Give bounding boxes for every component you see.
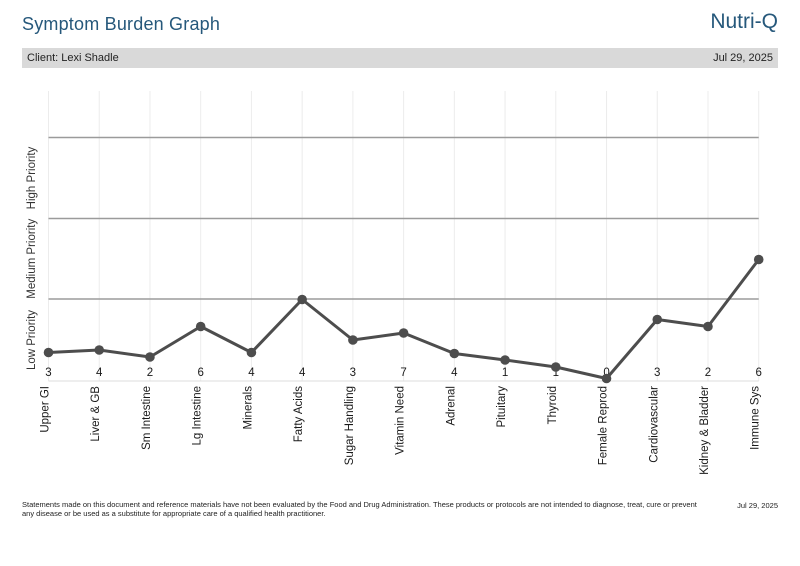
category-label: Cardiovascular bbox=[648, 386, 660, 463]
category-label: Liver & GB bbox=[90, 386, 102, 442]
symptom-value-label: 4 bbox=[299, 367, 306, 379]
symptom-value-label: 3 bbox=[654, 367, 660, 379]
symptom-burden-line-chart: 3 4 2 6 4 4 3 7 4 1 1 0 3 2 6 Upper GI Liver & GB Sm Inte… bbox=[26, 91, 764, 475]
symptom-value-label: 1 bbox=[553, 367, 559, 379]
priority-band-label: Low Priority bbox=[26, 310, 38, 370]
symptom-value-label: 6 bbox=[197, 367, 203, 379]
disclaimer-line-2: any disease or be used as a substitute f… bbox=[22, 509, 326, 519]
symptom-value-label: 7 bbox=[400, 367, 406, 379]
data-point bbox=[398, 328, 409, 338]
priority-band-label: Medium Priority bbox=[26, 219, 38, 299]
category-label: Thyroid bbox=[547, 386, 559, 424]
data-point bbox=[601, 373, 612, 384]
data-point bbox=[500, 355, 510, 365]
footer-date-label: Jul 29, 2025 bbox=[737, 501, 778, 510]
data-point bbox=[703, 321, 713, 332]
symptom-value-label: 4 bbox=[451, 367, 458, 379]
fda-disclaimer: Statements made on this document and ref… bbox=[22, 500, 732, 519]
category-label: Lg Intestine bbox=[192, 386, 204, 445]
symptom-value-label: 0 bbox=[603, 367, 609, 379]
data-point bbox=[246, 347, 257, 358]
symptom-value-label: 4 bbox=[96, 367, 103, 379]
page-title: Symptom Burden Graph bbox=[22, 14, 221, 34]
data-point bbox=[297, 294, 307, 305]
client-info-bar: Client: Lexi Shadle Jul 29, 2025 bbox=[22, 48, 778, 68]
symptom-burden-chart: 3 4 2 6 4 4 3 7 4 1 1 0 3 2 6 Upper GI Liver & GB Sm Inte… bbox=[0, 91, 800, 480]
client-name-label: Client: Lexi Shadle bbox=[27, 52, 119, 64]
category-label: Fatty Acids bbox=[293, 386, 305, 442]
category-label: Immune Sys bbox=[750, 386, 762, 450]
data-point bbox=[652, 314, 663, 325]
report-date-label: Jul 29, 2025 bbox=[713, 52, 773, 64]
category-label: Kidney & Bladder bbox=[699, 386, 711, 475]
symptom-value-label: 3 bbox=[45, 367, 51, 379]
data-point bbox=[43, 347, 54, 358]
category-label: Sm Intestine bbox=[141, 386, 153, 450]
symptom-value-label: 3 bbox=[350, 367, 356, 379]
category-label: Adrenal bbox=[445, 386, 457, 426]
category-label: Female Reprod bbox=[598, 386, 610, 465]
symptom-value-label: 4 bbox=[248, 367, 255, 379]
data-point bbox=[551, 362, 561, 372]
category-label: Sugar Handling bbox=[344, 386, 356, 465]
category-label: Pituitary bbox=[496, 386, 508, 428]
symptom-value-label: 2 bbox=[147, 367, 153, 379]
nutri-q-logo: Nutri-Q bbox=[710, 10, 778, 33]
symptom-value-label: 6 bbox=[756, 367, 762, 379]
category-label: Upper GI bbox=[40, 386, 52, 433]
symptom-value-label: 1 bbox=[502, 367, 508, 379]
category-label: Minerals bbox=[242, 386, 254, 430]
data-point bbox=[348, 335, 358, 345]
data-point bbox=[449, 348, 460, 359]
symptom-value-label: 2 bbox=[705, 367, 711, 379]
data-point bbox=[195, 321, 206, 332]
category-label: Vitamin Need bbox=[395, 386, 407, 455]
disclaimer-line-1: Statements made on this document and ref… bbox=[22, 500, 697, 509]
data-point bbox=[145, 352, 155, 362]
data-point bbox=[753, 254, 764, 265]
data-point bbox=[94, 345, 105, 355]
priority-band-label: High Priority bbox=[26, 146, 38, 209]
